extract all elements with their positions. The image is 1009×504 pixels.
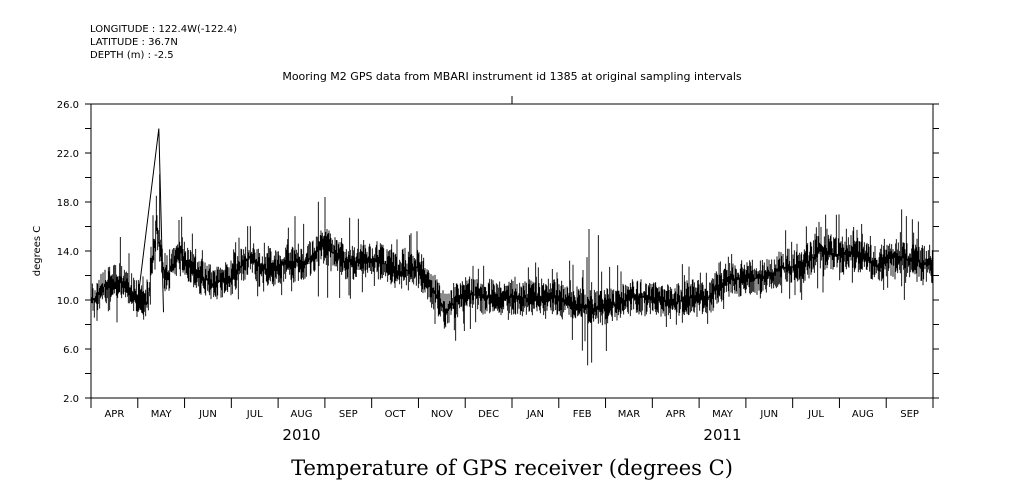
x-month-label: JUN	[198, 409, 217, 420]
x-axis: APR MAY JUN JUL AUG SEP OCT NOV DEC JAN FEB MAR APR M…	[90, 398, 934, 444]
x-month-label: APR	[666, 409, 686, 420]
x-month-label: MAY	[151, 409, 173, 420]
x-month-label: SEP	[900, 409, 919, 420]
chart-title: Mooring M2 GPS data from MBARI instrumen…	[282, 70, 742, 83]
y-axis: 2.0 6.0 10.0 14.0 18.0 22.0 26.0	[57, 100, 939, 405]
x-month-label: AUG	[291, 409, 313, 420]
latitude-label: LATITUDE : 36.7N	[90, 37, 178, 48]
depth-label: DEPTH (m) : -2.5	[90, 50, 174, 61]
x-month-label: APR	[104, 409, 124, 420]
x-axis-title: Temperature of GPS receiver (degrees C)	[291, 456, 733, 480]
series-spike	[137, 128, 165, 313]
y-tick-label: 14.0	[57, 247, 79, 258]
x-year-label: 2011	[703, 426, 741, 444]
y-tick-label: 26.0	[57, 100, 79, 111]
longitude-label: LONGITUDE : 122.4W(-122.4)	[90, 24, 237, 35]
y-tick-label: 22.0	[57, 149, 79, 160]
x-month-label: AUG	[852, 409, 874, 420]
x-month-label: OCT	[385, 409, 407, 420]
y-tick-label: 6.0	[63, 345, 79, 356]
y-tick-label: 2.0	[63, 394, 79, 405]
y-tick-label: 10.0	[57, 296, 79, 307]
x-month-label: JUL	[807, 409, 824, 420]
x-month-label: NOV	[431, 409, 453, 420]
x-month-label: JUL	[246, 409, 263, 420]
x-month-label: SEP	[339, 409, 358, 420]
x-month-label: DEC	[478, 409, 499, 420]
y-axis-label: degrees C	[32, 226, 43, 276]
x-month-label: MAY	[712, 409, 734, 420]
x-month-label: JUN	[759, 409, 778, 420]
x-month-label: FEB	[573, 409, 592, 420]
series-trace	[90, 174, 934, 366]
x-year-label: 2010	[282, 426, 320, 444]
y-tick-label: 18.0	[57, 198, 79, 209]
series-layer	[90, 128, 934, 366]
x-month-label: JAN	[526, 409, 544, 420]
x-month-label: MAR	[618, 409, 640, 420]
